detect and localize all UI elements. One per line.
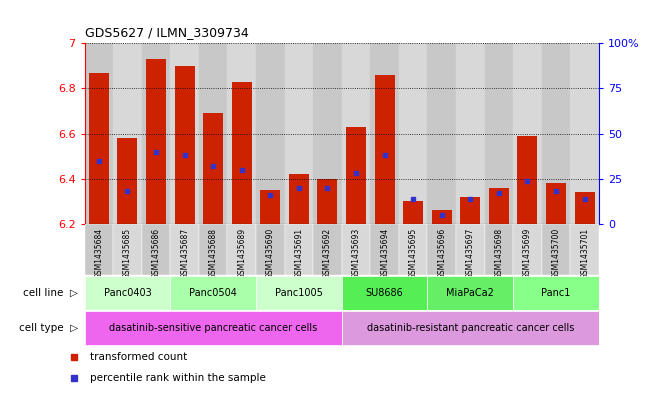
Bar <box>85 224 113 275</box>
Bar <box>342 224 370 275</box>
Text: GSM1435688: GSM1435688 <box>209 228 217 279</box>
Bar <box>256 224 284 275</box>
Text: Panc1005: Panc1005 <box>275 288 323 298</box>
Text: dasatinib-sensitive pancreatic cancer cells: dasatinib-sensitive pancreatic cancer ce… <box>109 323 317 333</box>
Bar <box>117 138 137 224</box>
Bar <box>542 43 570 224</box>
Bar <box>313 43 342 224</box>
Bar <box>428 276 513 310</box>
Bar <box>575 193 594 224</box>
Bar <box>146 59 166 224</box>
Text: GSM1435695: GSM1435695 <box>409 228 418 279</box>
Bar <box>428 43 456 224</box>
Bar <box>513 43 542 224</box>
Bar <box>260 190 281 224</box>
Bar <box>570 224 599 275</box>
Bar <box>171 276 256 310</box>
Bar <box>399 224 428 275</box>
Bar <box>142 43 171 224</box>
Bar <box>403 202 423 224</box>
Bar <box>456 224 484 275</box>
Bar <box>370 224 399 275</box>
Bar <box>570 43 599 224</box>
Bar <box>374 75 395 224</box>
Bar <box>89 73 109 224</box>
Bar <box>85 311 342 345</box>
Bar <box>284 224 313 275</box>
Text: MiaPaCa2: MiaPaCa2 <box>447 288 494 298</box>
Text: Panc0403: Panc0403 <box>104 288 152 298</box>
Bar <box>456 43 484 224</box>
Bar <box>227 43 256 224</box>
Bar <box>85 43 113 224</box>
Text: GSM1435694: GSM1435694 <box>380 228 389 279</box>
Bar <box>518 136 538 224</box>
Bar <box>313 224 342 275</box>
Bar <box>342 43 370 224</box>
Text: transformed count: transformed count <box>90 352 187 362</box>
Bar <box>318 179 337 224</box>
Text: cell line  ▷: cell line ▷ <box>23 288 78 298</box>
Text: GSM1435699: GSM1435699 <box>523 228 532 279</box>
Text: GSM1435691: GSM1435691 <box>294 228 303 279</box>
Bar <box>142 224 171 275</box>
Bar <box>171 43 199 224</box>
Bar <box>256 43 284 224</box>
Text: GSM1435685: GSM1435685 <box>123 228 132 279</box>
Text: GSM1435690: GSM1435690 <box>266 228 275 279</box>
Text: GSM1435700: GSM1435700 <box>551 228 561 279</box>
Bar <box>113 43 142 224</box>
Text: GSM1435689: GSM1435689 <box>237 228 246 279</box>
Bar <box>513 224 542 275</box>
Bar <box>460 197 480 224</box>
Bar <box>432 211 452 224</box>
Text: GSM1435687: GSM1435687 <box>180 228 189 279</box>
Text: GSM1435693: GSM1435693 <box>352 228 361 279</box>
Bar <box>113 224 142 275</box>
Bar <box>174 66 195 224</box>
Text: GDS5627 / ILMN_3309734: GDS5627 / ILMN_3309734 <box>85 26 249 39</box>
Bar <box>289 174 309 224</box>
Text: cell type  ▷: cell type ▷ <box>19 323 78 333</box>
Bar <box>399 43 428 224</box>
Text: SU8686: SU8686 <box>366 288 404 298</box>
Bar <box>484 224 513 275</box>
Text: percentile rank within the sample: percentile rank within the sample <box>90 373 266 383</box>
Text: Panc1: Panc1 <box>542 288 571 298</box>
Bar <box>203 113 223 224</box>
Bar <box>342 311 599 345</box>
Bar <box>542 224 570 275</box>
Bar <box>346 127 366 224</box>
Bar <box>171 224 199 275</box>
Text: GSM1435686: GSM1435686 <box>152 228 161 279</box>
Text: GSM1435697: GSM1435697 <box>466 228 475 279</box>
Bar <box>342 276 428 310</box>
Text: dasatinib-resistant pancreatic cancer cells: dasatinib-resistant pancreatic cancer ce… <box>367 323 574 333</box>
Text: GSM1435698: GSM1435698 <box>494 228 503 279</box>
Bar <box>199 43 227 224</box>
Text: GSM1435701: GSM1435701 <box>580 228 589 279</box>
Bar <box>232 82 252 224</box>
Bar <box>370 43 399 224</box>
Bar <box>489 188 509 224</box>
Bar <box>227 224 256 275</box>
Bar <box>85 276 171 310</box>
Text: Panc0504: Panc0504 <box>189 288 237 298</box>
Bar <box>199 224 227 275</box>
Text: GSM1435696: GSM1435696 <box>437 228 447 279</box>
Bar <box>546 184 566 224</box>
Bar <box>513 276 599 310</box>
Text: GSM1435684: GSM1435684 <box>94 228 104 279</box>
Bar <box>428 224 456 275</box>
Text: GSM1435692: GSM1435692 <box>323 228 332 279</box>
Bar <box>284 43 313 224</box>
Bar <box>484 43 513 224</box>
Bar <box>256 276 342 310</box>
